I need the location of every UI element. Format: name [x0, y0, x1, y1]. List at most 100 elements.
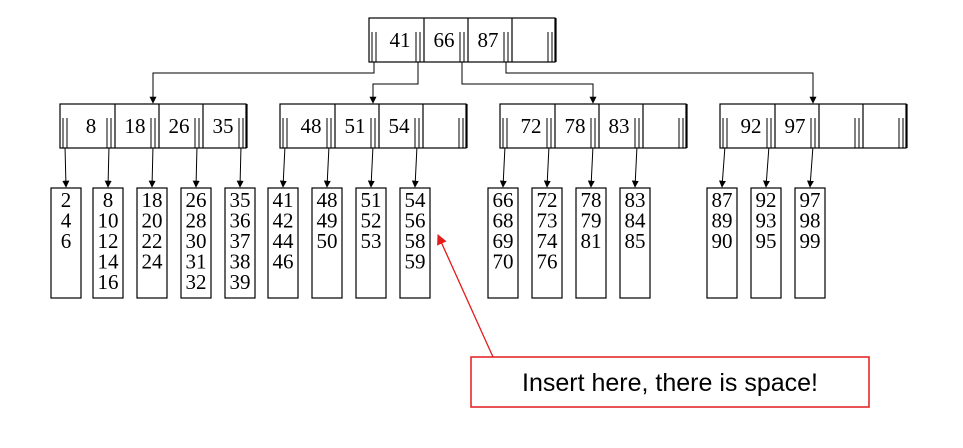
leaf-box — [399, 187, 431, 299]
internal-node-2-key: 48 — [301, 114, 322, 138]
leaf-box — [531, 187, 563, 299]
internal-node-1-key: 26 — [169, 114, 190, 138]
internal-node-1: 8 18 26 35 — [59, 103, 248, 149]
tree-edge — [505, 58, 817, 104]
leaf-box — [92, 187, 124, 299]
tree-edge — [587, 145, 595, 188]
leaf-key: 50 — [317, 229, 338, 253]
tree-edge — [367, 145, 375, 188]
leaf-key: 54 — [405, 188, 427, 212]
leaf-key: 49 — [317, 209, 338, 233]
leaf-key: 58 — [405, 229, 426, 253]
tree-edge — [149, 58, 375, 104]
internal-node-4: 92 97 — [719, 103, 908, 149]
leaf-box — [267, 187, 299, 299]
tree-edge — [806, 145, 814, 188]
tree-edge — [236, 145, 244, 188]
leaf-key: 79 — [581, 209, 602, 233]
leaf-box — [750, 187, 782, 299]
leaf-key: 90 — [712, 229, 733, 253]
leaf-key: 37 — [230, 229, 251, 253]
leaf-box — [355, 187, 387, 299]
root-node-box — [368, 17, 556, 63]
leaf-key: 89 — [712, 209, 733, 233]
internal-node-4-key: 92 — [741, 114, 762, 138]
leaf-box — [180, 187, 212, 299]
root-node-key: 87 — [478, 28, 499, 52]
tree-edge — [279, 145, 287, 188]
root-node-key: 66 — [434, 28, 455, 52]
leaf-key: 38 — [230, 250, 251, 274]
tree-edge — [461, 58, 597, 104]
leaf-key: 16 — [98, 270, 119, 294]
leaf-nodes: 2468101214161820222426283031323536373839… — [50, 187, 826, 299]
leaf-key: 95 — [756, 229, 777, 253]
leaf-box — [224, 187, 256, 299]
root-node: 41 66 87 — [368, 17, 557, 63]
leaf-key: 41 — [273, 188, 294, 212]
internal-node-2-box — [279, 103, 467, 149]
leaf-box — [50, 187, 82, 299]
leaf-key: 46 — [273, 250, 294, 274]
tree-edge — [543, 145, 551, 188]
tree-nodes: 41 66 87 8 18 26 35 48 51 54 72 78 83 92 97 — [59, 17, 908, 149]
internal-node-3-key: 72 — [521, 114, 542, 138]
tree-edge — [718, 145, 726, 188]
leaf-key: 30 — [186, 229, 207, 253]
internal-node-2: 48 51 54 — [279, 103, 468, 149]
tree-edge — [323, 145, 331, 188]
leaf-key: 81 — [581, 229, 602, 253]
leaf-key: 44 — [273, 229, 295, 253]
leaf-key: 26 — [186, 188, 207, 212]
internal-node-3-box — [499, 103, 687, 149]
internal-node-4-key: 97 — [785, 114, 806, 138]
leaf-key: 85 — [625, 229, 646, 253]
leaf-key: 98 — [800, 209, 821, 233]
tree-edge — [411, 145, 419, 188]
leaf-key: 18 — [142, 188, 163, 212]
leaf-key: 31 — [186, 250, 207, 274]
leaf-box — [575, 187, 607, 299]
internal-node-1-key: 8 — [86, 114, 97, 138]
leaf-box — [136, 187, 168, 299]
leaf-key: 24 — [142, 250, 164, 274]
tree-edges — [62, 58, 817, 188]
leaf-key: 56 — [405, 209, 426, 233]
tree-edge — [192, 145, 200, 188]
leaf-key: 83 — [625, 188, 646, 212]
leaf-key: 72 — [537, 188, 558, 212]
tree-edge — [499, 145, 507, 188]
leaf-key: 74 — [537, 229, 559, 253]
leaf-key: 2 — [61, 188, 72, 212]
leaf-key: 93 — [756, 209, 777, 233]
leaf-key: 42 — [273, 209, 294, 233]
leaf-key: 4 — [61, 209, 72, 233]
leaf-node: 246 — [50, 187, 82, 299]
internal-node-2-key: 51 — [345, 114, 366, 138]
leaf-key: 70 — [493, 250, 514, 274]
leaf-key: 59 — [405, 250, 426, 274]
leaf-key: 39 — [230, 270, 251, 294]
internal-node-1-key: 18 — [125, 114, 146, 138]
leaf-key: 20 — [142, 209, 163, 233]
leaf-key: 36 — [230, 209, 251, 233]
leaf-key: 12 — [98, 229, 119, 253]
leaf-box — [619, 187, 651, 299]
leaf-key: 8 — [103, 188, 114, 212]
leaf-box — [487, 187, 519, 299]
leaf-key: 68 — [493, 209, 514, 233]
callout-text: Insert here, there is space! — [522, 369, 818, 397]
leaf-key: 22 — [142, 229, 163, 253]
